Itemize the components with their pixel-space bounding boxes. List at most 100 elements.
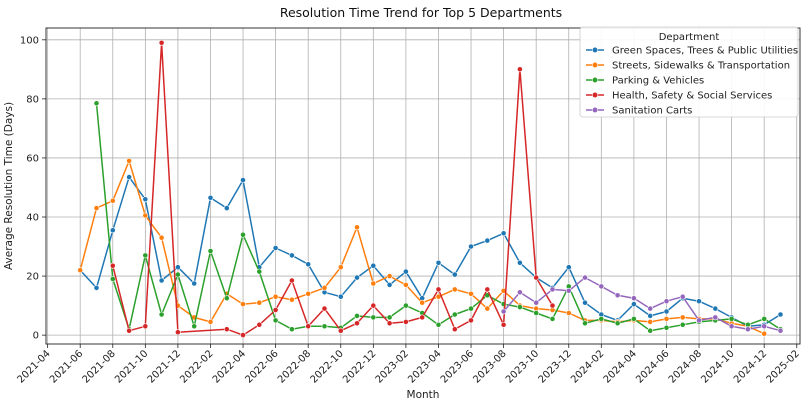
data-point — [679, 314, 686, 321]
data-point — [549, 315, 556, 322]
x-tick-label: 2024-10 — [699, 348, 736, 385]
data-point — [468, 290, 474, 297]
data-point — [582, 299, 588, 306]
data-point — [126, 174, 133, 180]
data-point — [126, 327, 133, 334]
data-point — [549, 302, 556, 309]
data-point — [402, 281, 409, 288]
data-point — [517, 66, 523, 73]
data-point — [631, 295, 637, 302]
data-point — [93, 284, 100, 291]
data-point — [272, 307, 279, 313]
x-tick-label: 2022-02 — [178, 348, 215, 385]
data-point — [517, 289, 523, 296]
data-point — [679, 321, 686, 328]
data-point — [761, 330, 768, 337]
series-1 — [77, 157, 768, 337]
data-point — [354, 312, 360, 319]
data-point — [142, 196, 149, 203]
data-point — [484, 305, 491, 312]
data-point — [582, 320, 588, 327]
series-3 — [109, 39, 556, 338]
data-point — [435, 286, 442, 293]
data-point — [240, 332, 246, 338]
data-point — [109, 262, 116, 269]
data-point — [451, 286, 458, 293]
legend-item: Parking & Vehicles — [586, 76, 704, 87]
legend-items: Green Spaces, Trees & Public Utilities St… — [586, 46, 798, 117]
data-point — [354, 274, 360, 281]
data-point — [223, 295, 230, 302]
legend-label: Streets, Sidewalks & Transportation — [612, 61, 790, 72]
data-point — [256, 299, 263, 306]
series-4 — [500, 274, 784, 334]
data-point — [223, 326, 230, 333]
data-point — [174, 271, 181, 278]
data-point — [419, 299, 426, 306]
data-point — [354, 320, 360, 327]
x-tick-label: 2022-12 — [341, 348, 378, 385]
legend-item: Green Spaces, Trees & Public Utilities — [586, 46, 798, 57]
data-point — [663, 324, 670, 331]
data-point — [321, 284, 328, 291]
data-point — [647, 318, 654, 325]
data-point — [533, 310, 540, 316]
data-point — [500, 230, 507, 237]
data-point — [631, 301, 637, 307]
data-point — [484, 237, 491, 244]
data-point — [777, 311, 784, 318]
data-point — [370, 280, 377, 287]
data-point — [631, 315, 637, 322]
data-point — [191, 280, 198, 287]
data-point — [305, 323, 312, 330]
legend-marker — [591, 106, 599, 114]
data-point — [142, 323, 149, 330]
data-point — [272, 245, 279, 251]
data-point — [207, 248, 214, 254]
data-point — [402, 268, 409, 275]
data-point — [728, 323, 735, 330]
legend-marker — [591, 76, 599, 84]
data-point — [517, 259, 523, 266]
data-point — [321, 305, 328, 312]
legend-label: Green Spaces, Trees & Public Utilities — [612, 46, 798, 57]
data-point — [402, 318, 409, 325]
x-tick-label: 2022-04 — [211, 348, 248, 385]
y-tick-label: 20 — [26, 272, 39, 283]
data-point — [240, 231, 246, 238]
x-tick-label: 2023-10 — [504, 348, 541, 385]
legend-label: Sanitation Carts — [612, 106, 692, 117]
data-point — [158, 311, 165, 318]
data-point — [745, 326, 751, 333]
data-point — [598, 283, 605, 290]
data-point — [321, 323, 328, 330]
y-tick-label: 100 — [20, 35, 39, 46]
y-tick-label: 0 — [33, 331, 39, 342]
x-axis-title: Month — [407, 389, 440, 401]
data-point — [93, 205, 100, 211]
legend-marker — [591, 61, 599, 69]
x-tick-label: 2023-02 — [374, 348, 411, 385]
data-point — [305, 261, 312, 268]
data-point — [370, 302, 377, 309]
data-point — [451, 271, 458, 278]
data-point — [696, 298, 702, 305]
data-point — [468, 317, 474, 324]
data-point — [288, 277, 295, 284]
y-tick-label: 80 — [26, 94, 39, 105]
data-point — [109, 197, 116, 204]
x-tick-label: 2023-08 — [471, 348, 508, 385]
data-point — [728, 315, 735, 322]
data-point — [761, 323, 768, 330]
data-point — [598, 315, 605, 322]
data-point — [240, 301, 246, 307]
legend: Department Green Spaces, Trees & Public … — [579, 26, 799, 118]
data-point — [386, 314, 393, 321]
data-point — [288, 326, 295, 333]
data-point — [484, 286, 491, 293]
data-point — [174, 264, 181, 271]
y-tick-label: 40 — [26, 213, 39, 224]
data-point — [109, 227, 116, 234]
x-tick-label: 2022-08 — [276, 348, 313, 385]
